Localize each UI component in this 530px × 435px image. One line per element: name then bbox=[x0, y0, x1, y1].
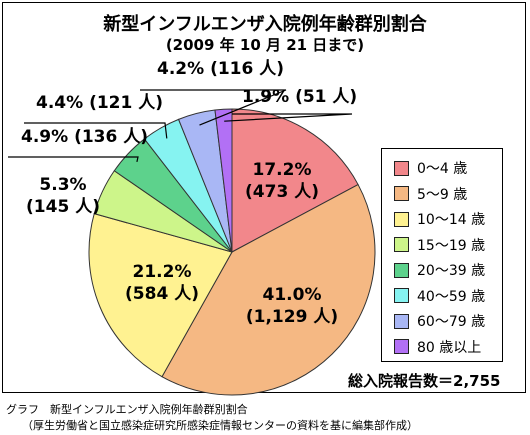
slice-label: 21.2% (584 人) bbox=[125, 262, 199, 304]
slice-percent: 17.2% bbox=[253, 160, 312, 180]
slice-label: 41.0% (1,129 人) bbox=[246, 285, 338, 327]
pie-slice bbox=[214, 108, 233, 253]
slice-label: 4.9% (136 人) bbox=[21, 127, 148, 147]
legend-item: 80 歳以上 bbox=[394, 338, 481, 356]
chart-subtitle: (2009 年 10 月 21 日まで) bbox=[165, 36, 365, 54]
legend-label: 60～79 歳 bbox=[417, 314, 486, 330]
leader-line bbox=[8, 156, 139, 163]
slice-count: (473 人) bbox=[245, 182, 319, 202]
pie-slice bbox=[88, 213, 233, 378]
slice-label: 1.9% (51 人) bbox=[242, 87, 357, 107]
legend-label: 15～19 歳 bbox=[417, 237, 486, 254]
slice-label: 17.2% (473 人) bbox=[245, 160, 319, 202]
legend-label: 0～4 歳 bbox=[417, 161, 468, 177]
legend-label: 10～14 歳 bbox=[417, 212, 486, 228]
leader-line bbox=[140, 89, 287, 126]
slice-percent: 41.0% bbox=[263, 285, 322, 305]
legend-item: 15～19 歳 bbox=[394, 236, 485, 254]
legend-swatch bbox=[394, 160, 409, 176]
legend-item: 40～59 歳 bbox=[394, 287, 485, 305]
total-reports: 総入院報告数＝2,755 bbox=[348, 372, 501, 390]
slice-count: (584 人) bbox=[125, 284, 199, 304]
legend-label: 40～59 歳 bbox=[417, 288, 486, 305]
slice-count: (1,129 人) bbox=[246, 307, 338, 327]
slice-percent: 5.3% bbox=[39, 175, 86, 195]
legend-swatch bbox=[394, 313, 409, 329]
legend-label: 80 歳以上 bbox=[417, 339, 482, 356]
legend-item: 60～79 歳 bbox=[394, 312, 485, 330]
slice-label: 5.3% (145 人) bbox=[26, 175, 100, 217]
legend-swatch bbox=[394, 237, 409, 252]
leader-line bbox=[24, 122, 168, 139]
slice-label: 4.2% (116 人) bbox=[157, 59, 284, 79]
chart-title: 新型インフルエンザ入院例年齢群別割合 bbox=[103, 14, 427, 35]
slice-count: (145 人) bbox=[26, 197, 100, 217]
legend-label: 20～39 歳 bbox=[417, 263, 486, 279]
slice-label: 4.4% (121 人) bbox=[36, 93, 163, 113]
legend-swatch bbox=[394, 211, 409, 227]
legend-swatch bbox=[394, 262, 409, 278]
legend-swatch bbox=[394, 339, 409, 354]
slice-percent: 21.2% bbox=[133, 262, 192, 282]
pie-slice bbox=[161, 183, 376, 396]
legend: 0～4 歳 5～9 歳 10～14 歳 15～19 歳 20～39 歳 40～59 歳 60… bbox=[381, 148, 503, 362]
caption-source: （厚生労働省と国立感染症研究所感染症情報センターの資料を基に編集部作成） bbox=[22, 419, 418, 432]
leader-line bbox=[224, 113, 353, 122]
caption-title: グラフ 新型インフルエンザ入院例年齢群別割合 bbox=[6, 403, 248, 416]
legend-swatch bbox=[394, 186, 409, 201]
legend-item: 0～4 歳 bbox=[394, 159, 467, 177]
pie-slice bbox=[231, 108, 359, 253]
legend-swatch bbox=[394, 288, 409, 303]
legend-item: 20～39 歳 bbox=[394, 261, 485, 279]
pie-chart: 17.2% (473 人) 41.0% (1,129 人) 21.2% (584 人) 5.… bbox=[8, 59, 376, 396]
legend-item: 5～9 歳 bbox=[394, 185, 467, 203]
legend-item: 10～14 歳 bbox=[394, 210, 485, 228]
legend-label: 5～9 歳 bbox=[417, 186, 468, 203]
